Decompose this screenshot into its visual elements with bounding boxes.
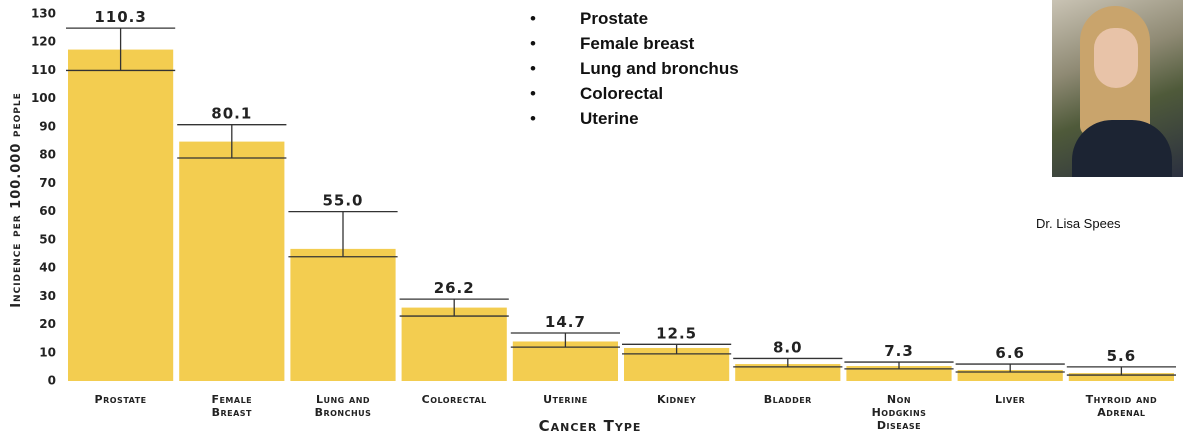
x-tick-label-box: Thyroid and Adrenal — [1085, 393, 1158, 419]
rate-label: 7.3 — [884, 342, 914, 360]
x-tick-label-box: Female Breast — [211, 393, 253, 419]
y-tick-label: 30 — [39, 289, 56, 303]
y-tick-label: 90 — [39, 119, 56, 133]
x-tick-label-box: Bladder — [763, 393, 812, 406]
x-tick-label: Bladder — [763, 393, 812, 406]
bullet-item: Colorectal — [530, 81, 739, 106]
x-tick-label: Thyroid and Adrenal — [1085, 393, 1158, 419]
y-tick-label: 20 — [39, 317, 56, 331]
y-tick-label: 10 — [39, 345, 56, 359]
y-tick-label: 0 — [48, 374, 56, 388]
rate-label: 5.6 — [1107, 347, 1137, 365]
bar — [401, 307, 507, 381]
rate-label: 14.7 — [545, 313, 586, 331]
x-tick-label: Prostate — [94, 393, 147, 406]
x-tick-label: Colorectal — [421, 393, 487, 406]
rate-label: 26.2 — [434, 279, 475, 297]
bar — [1068, 373, 1174, 381]
bar — [846, 366, 952, 381]
x-tick-label-box: Non Hodgkins Disease — [871, 393, 927, 432]
y-tick-label: 120 — [31, 35, 56, 49]
x-tick-label: Lung and Bronchus — [314, 393, 372, 419]
bar — [957, 369, 1063, 381]
photo-caption: Dr. Lisa Spees — [1036, 216, 1121, 231]
y-tick-label: 50 — [39, 232, 56, 246]
bullet-item: Prostate — [530, 6, 739, 31]
y-tick-label: 60 — [39, 204, 56, 218]
bar — [735, 364, 841, 381]
y-tick-label: 110 — [31, 63, 56, 77]
rate-label: 80.1 — [211, 105, 252, 123]
x-tick-label: Uterine — [543, 393, 588, 406]
x-tick-label-box: Prostate — [94, 393, 147, 406]
x-tick-label-box: Lung and Bronchus — [314, 393, 372, 419]
bullet-item: Lung and bronchus — [530, 56, 739, 81]
y-tick-label: 130 — [31, 7, 56, 21]
x-tick-label-box: Uterine — [543, 393, 588, 406]
bullet-item: Female breast — [530, 31, 739, 56]
bar — [512, 341, 618, 381]
x-tick-label-box: Colorectal — [421, 393, 487, 406]
rate-label: 55.0 — [322, 192, 363, 210]
rate-label: 12.5 — [656, 324, 697, 342]
x-tick-label: Female Breast — [211, 393, 253, 419]
rate-label: 8.0 — [773, 338, 803, 356]
x-tick-label: Non Hodgkins Disease — [871, 393, 927, 432]
y-tick-label: 80 — [39, 148, 56, 162]
bar — [290, 248, 396, 381]
bar — [68, 49, 174, 381]
x-tick-label: Kidney — [657, 393, 697, 406]
y-tick-label: 40 — [39, 261, 56, 275]
bar — [179, 141, 285, 381]
x-tick-label-box: Kidney — [657, 393, 697, 406]
y-axis-title: Incidence per 100.000 people — [9, 92, 24, 308]
y-tick-label: 70 — [39, 176, 56, 190]
x-tick-label: Liver — [995, 393, 1026, 406]
y-tick-label: 100 — [31, 91, 56, 105]
x-tick-label-box: Liver — [995, 393, 1026, 406]
bullet-item: Uterine — [530, 106, 739, 131]
rate-label: 6.6 — [995, 344, 1025, 362]
rate-label: 110.3 — [94, 8, 146, 26]
x-axis-title: Cancer Type — [539, 417, 642, 435]
bullet-list: ProstateFemale breastLung and bronchusCo… — [530, 6, 739, 131]
portrait-photo — [1052, 0, 1183, 177]
